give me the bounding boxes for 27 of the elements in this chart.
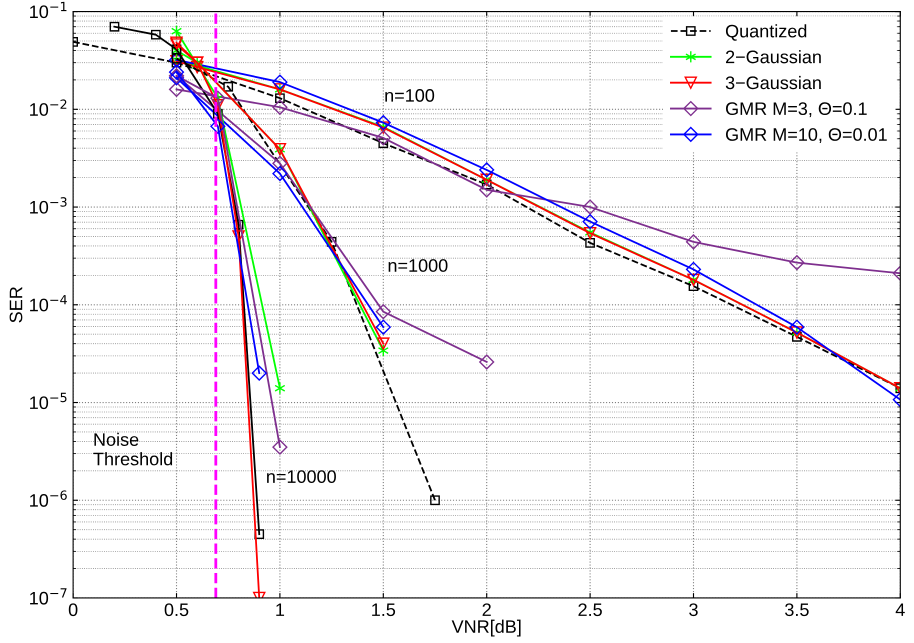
y-axis-title: SER — [10, 287, 22, 323]
y-tick-label: 10$^{−7}$ — [30, 588, 67, 605]
x-tick-label: 2 — [482, 603, 491, 616]
legend-label: 3−Gaussian — [726, 76, 821, 90]
legend-label: GMR M=10, Θ=0.01 — [726, 128, 887, 144]
x-tick-label: 3 — [689, 603, 698, 616]
x-tick-label: 1.5 — [372, 604, 396, 616]
annotation: n=1000 — [388, 259, 448, 272]
x-tick-label: 4 — [896, 604, 905, 616]
y-tick-label: 10$^{−1}$ — [30, 2, 66, 18]
legend-label: 2−Gaussian — [726, 50, 821, 64]
x-tick-label: 3.5 — [785, 603, 809, 616]
y-tick-label: 10$^{−3}$ — [30, 197, 67, 214]
x-tick-label: 0.5 — [164, 603, 188, 616]
y-tick-label: 10$^{−6}$ — [30, 490, 67, 507]
annotation: Noise Threshold — [93, 432, 172, 466]
legend-label: Quantized — [726, 24, 806, 41]
x-tick-label: 2.5 — [578, 603, 602, 616]
x-axis-title: VNR[dB] — [452, 620, 521, 637]
x-tick-label: 1 — [276, 604, 284, 616]
annotation: n=10000 — [267, 470, 336, 483]
y-tick-label: 10$^{−2}$ — [30, 99, 66, 116]
x-tick-label: 0 — [68, 603, 78, 616]
y-tick-label: 10$^{−5}$ — [30, 392, 66, 410]
legend-label: GMR M=3, Θ=0.1 — [726, 102, 867, 118]
annotation: n=100 — [385, 89, 434, 102]
y-tick-label: 10$^{−4}$ — [30, 295, 67, 312]
